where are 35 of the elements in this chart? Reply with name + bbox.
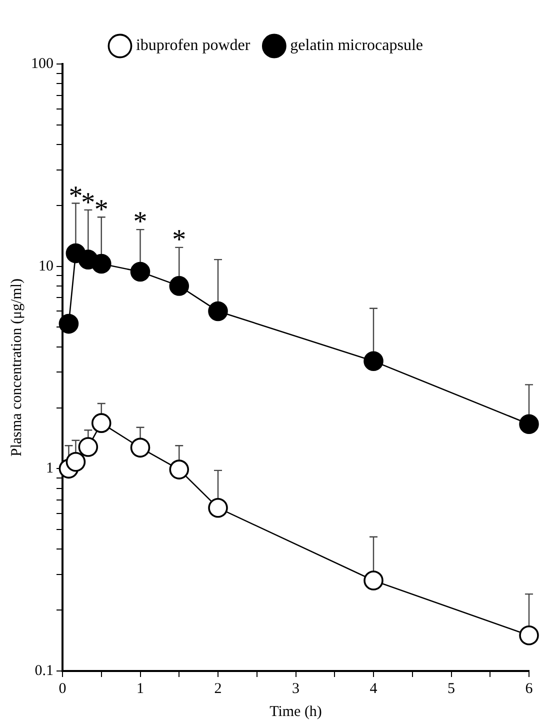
y-tick-label: 100 xyxy=(31,56,54,72)
point xyxy=(130,438,150,458)
point xyxy=(208,498,228,518)
annotation: * xyxy=(94,194,108,226)
point xyxy=(78,437,98,457)
point xyxy=(519,414,539,434)
y-axis-title: Plasma concentration (μg/ml) xyxy=(8,278,25,456)
legend-label: ibuprofen powder xyxy=(136,37,251,54)
point xyxy=(364,570,384,590)
annotation: * xyxy=(81,188,96,219)
point xyxy=(364,351,384,372)
x-tick-label: 4 xyxy=(370,680,378,697)
x-tick-label: 1 xyxy=(136,680,144,697)
annotation: * xyxy=(172,224,186,256)
x-tick-label: 5 xyxy=(448,680,455,697)
point xyxy=(91,254,112,274)
point xyxy=(58,314,79,334)
point xyxy=(130,262,150,282)
x-tick-label: 6 xyxy=(525,680,534,697)
annotation: * xyxy=(133,206,148,238)
annotation: * xyxy=(68,181,83,212)
y-tick-label: 0.1 xyxy=(34,662,54,679)
y-tick-label: 10 xyxy=(38,258,54,274)
point xyxy=(169,460,190,480)
point xyxy=(91,413,112,433)
point xyxy=(169,276,190,296)
y-tick-label: 1 xyxy=(46,460,54,477)
legend-label: gelatin microcapsule xyxy=(290,37,424,54)
x-tick-label: 2 xyxy=(214,680,222,697)
x-tick-label: 3 xyxy=(292,680,300,697)
point xyxy=(208,301,228,322)
x-tick-label: 0 xyxy=(58,680,66,697)
point xyxy=(66,452,86,472)
point xyxy=(519,625,539,646)
x-axis-title: Time (h) xyxy=(270,704,322,720)
